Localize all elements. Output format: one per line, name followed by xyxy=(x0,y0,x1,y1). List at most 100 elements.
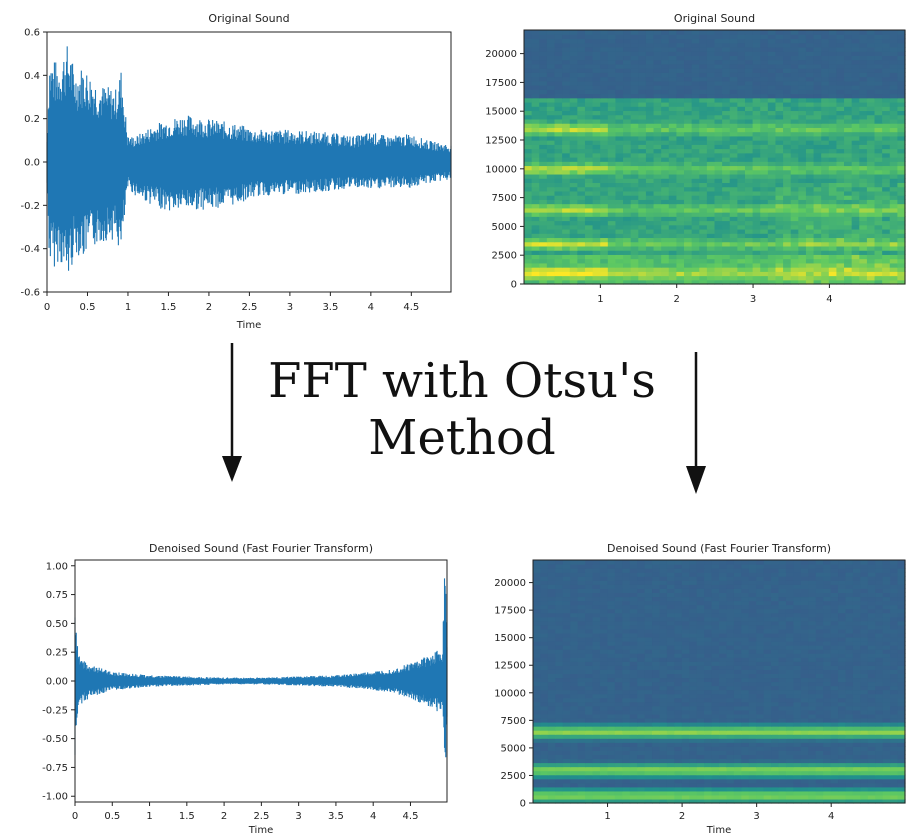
spectrogram-cell xyxy=(684,127,693,133)
spectrogram-cell xyxy=(630,157,639,162)
spectrogram-cell xyxy=(684,258,693,264)
spectrogram-cell xyxy=(744,80,754,86)
spectrogram-cell xyxy=(852,697,861,703)
spectrogram-cell xyxy=(684,110,693,116)
spectrogram-cell xyxy=(897,794,906,800)
spectrogram-cell xyxy=(652,649,661,654)
spectrogram-cell xyxy=(704,766,713,772)
spectrogram-cell xyxy=(889,157,898,162)
spectrogram-cell xyxy=(775,190,784,196)
spectrogram-cell xyxy=(607,135,617,141)
spectrogram-cell xyxy=(830,697,839,703)
spectrogram-cell xyxy=(882,216,891,222)
spectrogram-cell xyxy=(592,59,601,65)
spectrogram-cell xyxy=(644,669,653,674)
spectrogram-cell xyxy=(592,152,601,158)
spectrogram-cell xyxy=(653,46,662,52)
spectrogram-cell xyxy=(562,786,571,792)
spectrogram-cell xyxy=(875,734,884,739)
spectrogram-cell xyxy=(844,262,853,268)
spectrogram-cell xyxy=(882,203,891,209)
spectrogram-cell xyxy=(684,237,693,243)
spectrogram-cell xyxy=(607,203,617,209)
spectrogram-cell xyxy=(684,169,693,175)
spectrogram-cell xyxy=(737,250,746,255)
spectrogram-cell xyxy=(771,782,780,788)
spectrogram-cell xyxy=(592,212,601,217)
spectrogram-cell xyxy=(866,72,876,78)
spectrogram-cell xyxy=(681,762,690,768)
spectrogram-cell xyxy=(737,161,746,167)
spectrogram-cell xyxy=(645,212,655,217)
spectrogram-cell xyxy=(659,730,668,735)
spectrogram-cell xyxy=(836,80,845,86)
spectrogram-cell xyxy=(783,250,792,255)
spectrogram-cell xyxy=(668,262,677,268)
spectrogram-cell xyxy=(775,250,784,255)
spectrogram-cell xyxy=(714,182,723,188)
spectrogram-cell xyxy=(729,101,738,107)
spectrogram-cell xyxy=(584,207,594,213)
spectrogram-cell xyxy=(676,131,685,137)
spectrogram-cell xyxy=(615,186,624,192)
spectrogram-cell xyxy=(699,212,708,217)
spectrogram-cell xyxy=(798,165,807,171)
spectrogram-cell xyxy=(836,68,845,73)
spectrogram-cell xyxy=(867,669,876,674)
spectrogram-cell xyxy=(882,250,891,255)
spectrogram-cell xyxy=(615,228,624,234)
spectrogram-cell xyxy=(729,140,738,145)
spectrogram-cell xyxy=(691,178,700,183)
spectrogram-cell xyxy=(763,778,772,784)
spectrogram-cell xyxy=(805,169,815,175)
spectrogram-cell xyxy=(752,275,761,281)
y-tick-label: 15000 xyxy=(485,107,517,118)
spectrogram-cell xyxy=(645,123,655,128)
spectrogram-cell xyxy=(741,713,750,719)
spectrogram-cell xyxy=(714,258,723,264)
spectrogram-cell xyxy=(691,190,700,196)
spectrogram-cell xyxy=(630,220,639,226)
spectrogram-cell xyxy=(744,228,754,234)
spectrogram-cell xyxy=(733,661,742,666)
spectrogram-cell xyxy=(719,786,728,792)
spectrogram-cell xyxy=(600,34,609,40)
spectrogram-cell xyxy=(645,140,655,145)
spectrogram-cell xyxy=(813,152,822,158)
spectrogram-cell xyxy=(547,742,556,747)
spectrogram-cell xyxy=(653,173,662,179)
spectrogram-cell xyxy=(775,233,784,239)
spectrogram-cell xyxy=(577,152,586,158)
spectrogram-cell xyxy=(729,220,738,226)
spectrogram-cell xyxy=(897,101,906,107)
spectrogram-cell xyxy=(882,709,891,715)
spectrogram-cell xyxy=(714,169,723,175)
spectrogram-cell xyxy=(867,705,876,711)
spectrogram-cell xyxy=(836,228,845,234)
spectrogram-cell xyxy=(821,30,830,35)
spectrogram-cell xyxy=(570,758,579,764)
spectrogram-cell xyxy=(722,254,731,260)
spectrogram-cell xyxy=(615,55,624,61)
spectrogram-cell xyxy=(719,774,728,780)
spectrogram-cell xyxy=(763,750,772,755)
spectrogram-cell xyxy=(882,701,891,707)
spectrogram-cell xyxy=(645,237,655,243)
spectrogram-cell xyxy=(585,657,594,662)
spectrogram-cell xyxy=(813,228,822,234)
spectrogram-cell xyxy=(889,207,898,213)
spectrogram-cell xyxy=(711,649,720,654)
spectrogram-cell xyxy=(882,722,891,727)
spectrogram-cell xyxy=(569,51,578,56)
spectrogram-cell xyxy=(760,76,769,82)
spectrogram-cell xyxy=(719,673,728,679)
spectrogram-cell xyxy=(748,798,757,804)
spectrogram-cell xyxy=(729,51,738,56)
spectrogram-cell xyxy=(600,63,609,69)
spectrogram-cell xyxy=(767,258,777,264)
spectrogram-cell xyxy=(684,55,693,61)
spectrogram-cell xyxy=(676,42,685,48)
spectrogram-cell xyxy=(622,790,631,796)
spectrogram-cell xyxy=(684,275,693,281)
spectrogram-cell xyxy=(866,258,876,264)
